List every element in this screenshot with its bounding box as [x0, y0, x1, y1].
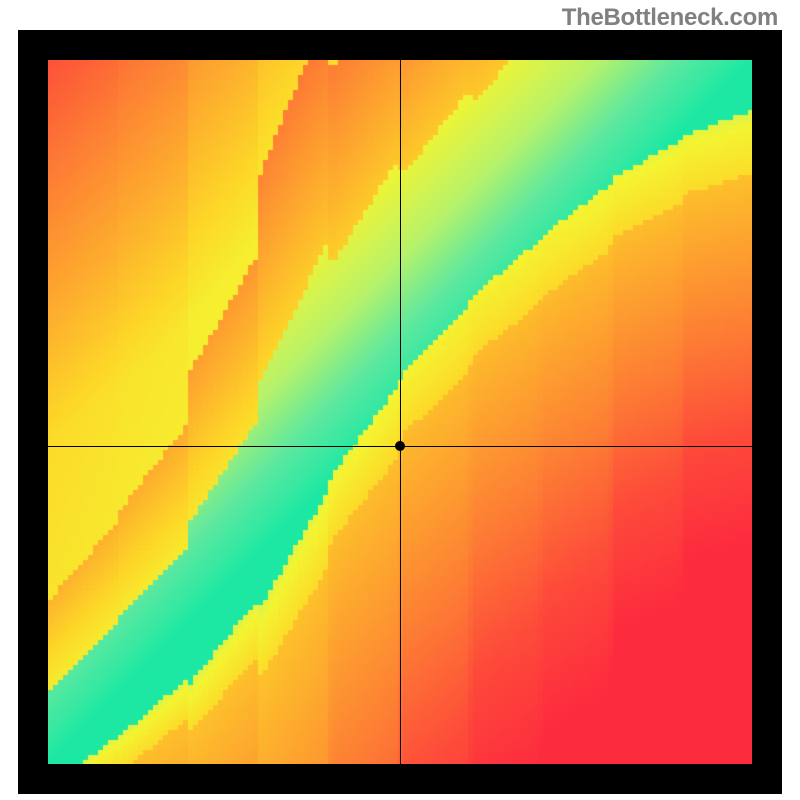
chart-outer-frame — [18, 30, 782, 794]
heatmap-plot — [48, 60, 752, 764]
watermark: TheBottleneck.com — [562, 4, 778, 32]
crosshair-vertical — [400, 60, 401, 764]
crosshair-dot — [395, 441, 405, 451]
